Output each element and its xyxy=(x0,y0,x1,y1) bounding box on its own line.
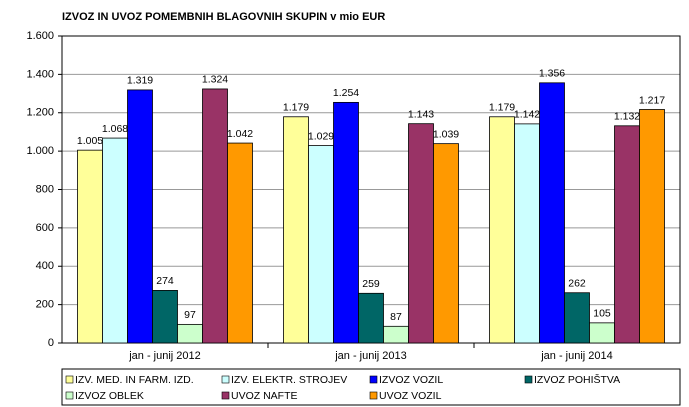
value-label: 1.356 xyxy=(539,68,565,80)
bar xyxy=(408,123,434,344)
bar xyxy=(152,290,178,344)
y-tick-label: 0 xyxy=(48,337,54,349)
legend-swatch xyxy=(369,375,378,384)
legend-label: IZVOZ VOZIL xyxy=(379,374,443,386)
bar xyxy=(177,323,203,344)
y-tick-label: 800 xyxy=(36,183,54,195)
y-tick-label: 1.000 xyxy=(26,145,54,157)
legend-label: UVOZ VOZIL xyxy=(379,390,442,402)
chart-title: IZVOZ IN UVOZ POMEMBNIH BLAGOVNIH SKUPIN… xyxy=(62,11,385,23)
bar xyxy=(433,143,459,344)
bar xyxy=(383,325,409,344)
value-label: 1.217 xyxy=(639,94,665,106)
x-tick-label: jan - junij 2012 xyxy=(128,350,201,362)
value-label: 1.254 xyxy=(333,87,359,99)
bar xyxy=(639,109,665,344)
legend-swatch xyxy=(221,375,230,384)
value-label: 1.179 xyxy=(489,102,515,114)
legend-swatch xyxy=(65,375,74,384)
legend-label: IZV. MED. IN FARM. IZD. xyxy=(75,374,194,386)
y-tick-label: 1.200 xyxy=(26,107,54,119)
bar xyxy=(333,101,359,344)
y-tick-label: 1.400 xyxy=(26,68,54,80)
value-label: 259 xyxy=(362,278,380,290)
bar xyxy=(77,149,103,344)
value-label: 1.324 xyxy=(202,74,228,86)
value-label: 1.132 xyxy=(614,111,640,123)
bar xyxy=(489,116,515,344)
value-label: 1.029 xyxy=(308,130,334,142)
value-label: 1.042 xyxy=(227,128,253,140)
bar xyxy=(102,137,128,344)
value-label: 1.005 xyxy=(77,135,103,147)
y-tick-label: 200 xyxy=(36,299,54,311)
legend-label: IZVOZ OBLEK xyxy=(75,390,144,402)
bar xyxy=(127,89,153,344)
x-tick-label: jan - junij 2014 xyxy=(540,350,613,362)
bar xyxy=(614,125,640,344)
bar xyxy=(564,292,590,344)
value-label: 97 xyxy=(184,309,196,321)
value-label: 1.068 xyxy=(102,123,128,135)
legend-label: IZV. ELEKTR. STROJEV xyxy=(231,374,347,386)
bar xyxy=(283,116,309,344)
value-label: 262 xyxy=(568,278,586,290)
y-tick-label: 400 xyxy=(36,260,54,272)
bar xyxy=(589,322,615,344)
bar xyxy=(358,292,384,344)
legend-swatch xyxy=(65,391,74,400)
value-label: 1.039 xyxy=(433,128,459,140)
bar xyxy=(308,145,334,344)
bar xyxy=(227,142,253,344)
legend-label: IZVOZ POHIŠTVA xyxy=(534,373,620,386)
bar xyxy=(514,123,540,344)
y-tick-label: 600 xyxy=(36,222,54,234)
value-label: 1.143 xyxy=(408,108,434,120)
legend-label: UVOZ NAFTE xyxy=(231,390,298,402)
y-tick-label: 1.600 xyxy=(26,30,54,42)
legend-swatch xyxy=(524,375,533,384)
x-tick-label: jan - junij 2013 xyxy=(334,350,407,362)
value-label: 1.179 xyxy=(283,102,309,114)
value-label: 274 xyxy=(156,275,174,287)
value-label: 105 xyxy=(593,308,611,320)
value-label: 1.319 xyxy=(127,75,153,87)
legend-swatch xyxy=(221,391,230,400)
legend-swatch xyxy=(369,391,378,400)
bar xyxy=(202,88,228,344)
value-label: 87 xyxy=(390,311,402,323)
value-label: 1.142 xyxy=(514,109,540,121)
bar xyxy=(539,82,565,344)
